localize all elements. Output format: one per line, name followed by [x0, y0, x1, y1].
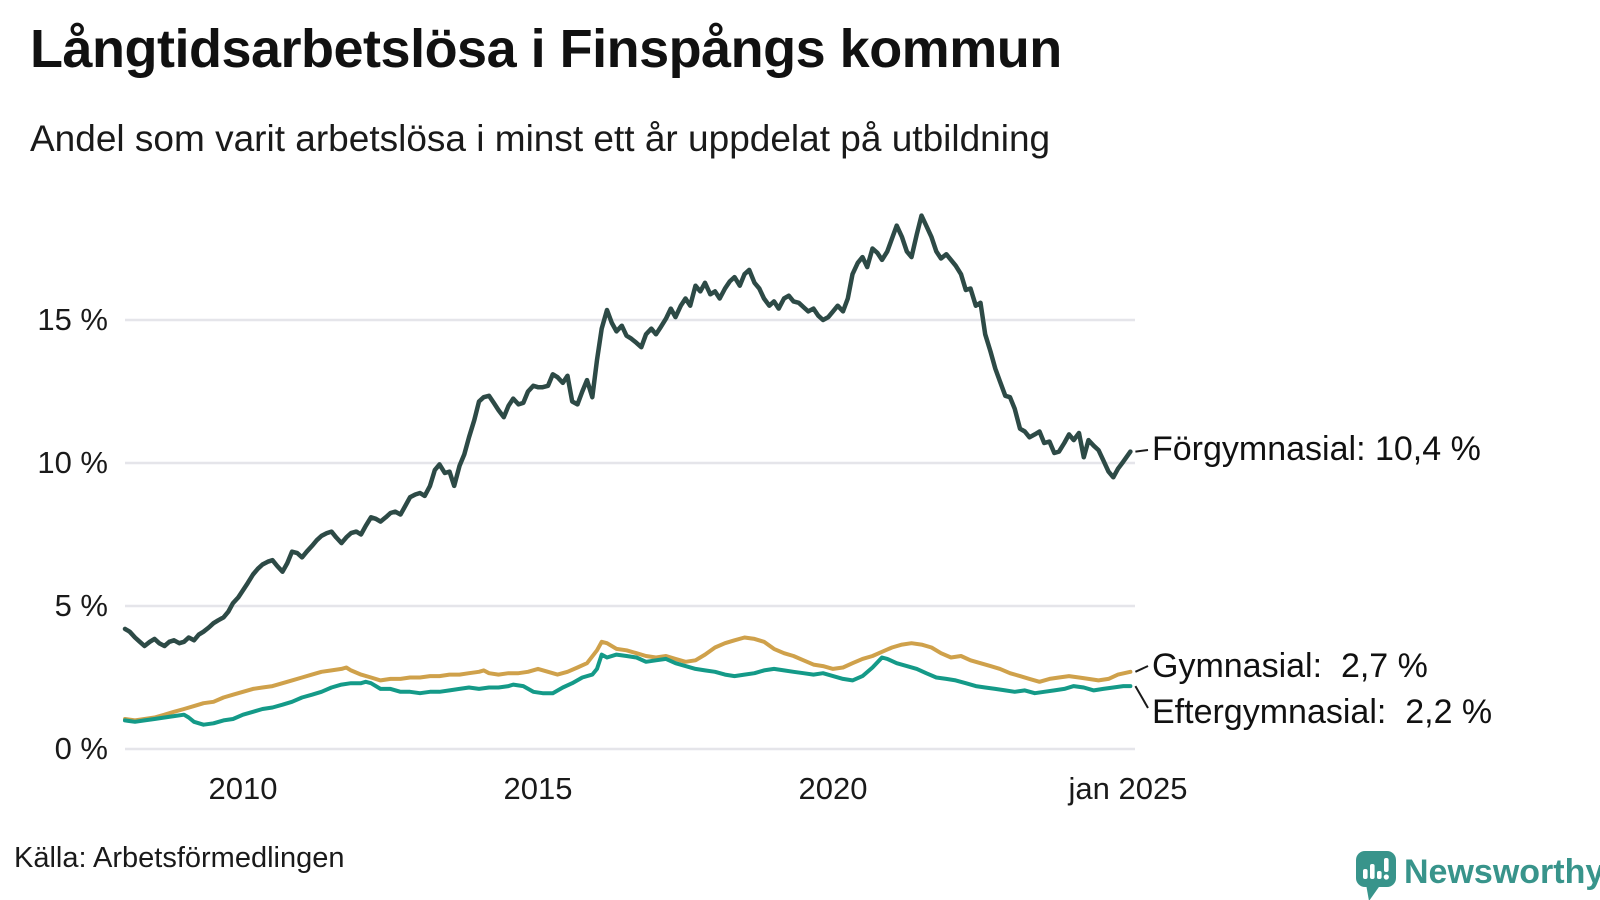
y-axis-tick-10: 10 %: [37, 445, 108, 480]
x-axis-tick-2015: 2015: [503, 771, 573, 806]
y-axis-tick-15: 15 %: [37, 302, 108, 337]
label-connector-eftergymnasial: [1134, 685, 1149, 709]
series-line-eftergymnasial: [123, 652, 1133, 727]
label-connector-forgymnasial: [1135, 449, 1149, 453]
series-line-forgymnasial: [122, 213, 1133, 649]
y-axis-tick-0: 0 %: [54, 731, 108, 766]
series-end-label-eftergymnasial: Eftergymnasial: 2,2 %: [1152, 693, 1493, 731]
label-connector-gymnasial: [1134, 665, 1149, 673]
x-axis-tick-2010: 2010: [208, 771, 278, 806]
series-line-gymnasial: [123, 635, 1133, 723]
y-axis-tick-5: 5 %: [54, 588, 108, 623]
chart-subtitle: Andel som varit arbetslösa i minst ett å…: [30, 118, 1051, 159]
x-axis-tick-2020: 2020: [798, 771, 868, 806]
source-note: Källa: Arbetsförmedlingen: [14, 842, 345, 874]
newsworthy-logo-icon: [1356, 851, 1396, 900]
newsworthy-brand-text: Newsworthy: [1404, 853, 1600, 891]
series-end-label-gymnasial: Gymnasial: 2,7 %: [1152, 647, 1428, 685]
page-title: Långtidsarbetslösa i Finspångs kommun: [30, 19, 1062, 79]
x-axis-tick-jan-2025: jan 2025: [1068, 771, 1188, 806]
series-end-label-forgymnasial: Förgymnasial: 10,4 %: [1152, 430, 1481, 468]
